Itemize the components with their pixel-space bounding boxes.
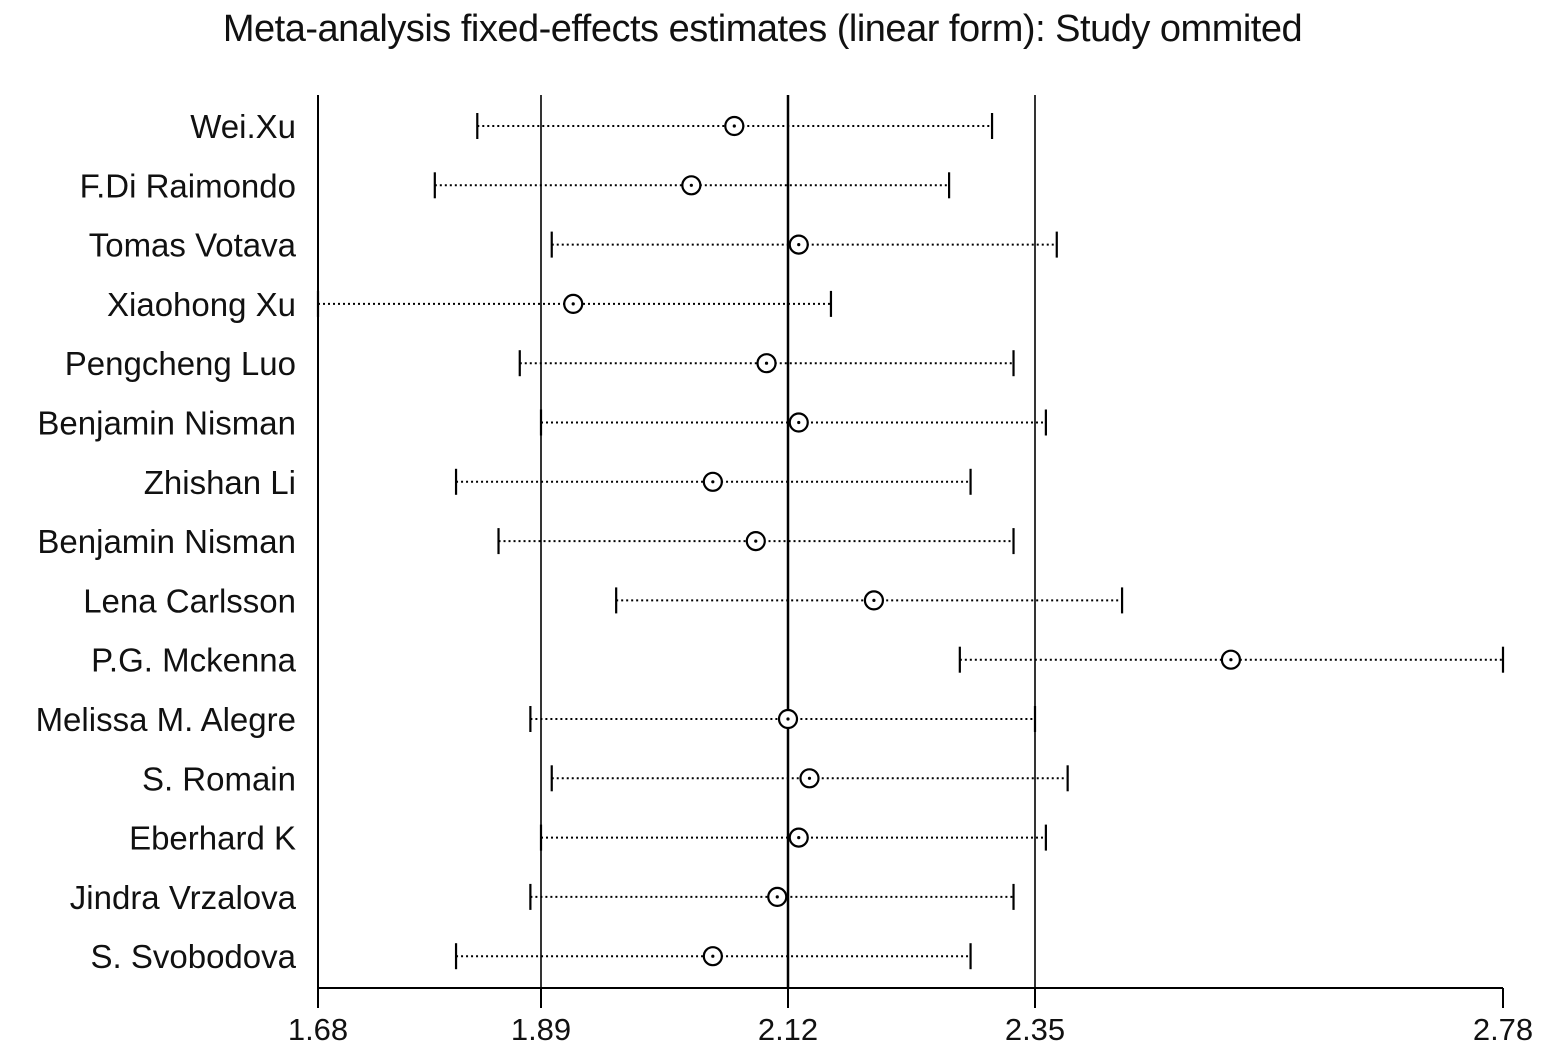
point-estimate-center [797,836,801,840]
study-label: Wei.Xu [190,108,296,145]
study-label: F.Di Raimondo [80,167,296,204]
point-estimate-center [754,539,758,543]
x-tick-label: 1.89 [511,1012,571,1047]
point-estimate-center [797,243,801,247]
x-tick-label: 2.12 [758,1012,818,1047]
point-estimate-center [711,954,715,958]
study-label: P.G. Mckenna [91,642,296,679]
study-label: Tomas Votava [89,227,297,264]
x-tick-label: 2.78 [1473,1012,1533,1047]
point-estimate-center [797,420,801,425]
study-label: S. Svobodova [91,938,297,975]
study-label: S. Romain [142,760,296,797]
study-label: Xiaohong Xu [107,286,296,323]
study-label: Benjamin Nisman [37,405,296,442]
point-estimate-center [689,183,693,187]
point-estimate-center [807,776,812,780]
point-estimate-center [1229,658,1233,662]
study-label: Zhishan Li [144,464,296,501]
study-label: Benjamin Nisman [37,523,296,560]
x-tick-label: 2.35 [1005,1012,1065,1047]
x-tick-label: 1.68 [288,1012,348,1047]
point-estimate-center [786,717,790,721]
point-estimate-center [732,124,736,128]
point-estimate-center [571,302,575,306]
chart-title: Meta-analysis fixed-effects estimates (l… [222,8,1303,50]
point-estimate-center [711,480,715,484]
study-label: Jindra Vrzalova [70,879,297,916]
point-estimate-center [872,598,876,603]
study-label: Melissa M. Alegre [36,701,296,738]
study-label: Eberhard K [129,820,296,857]
point-estimate-center [775,895,779,899]
point-estimate-center [764,361,769,365]
study-label: Lena Carlsson [83,582,296,619]
study-label: Pengcheng Luo [65,345,296,382]
